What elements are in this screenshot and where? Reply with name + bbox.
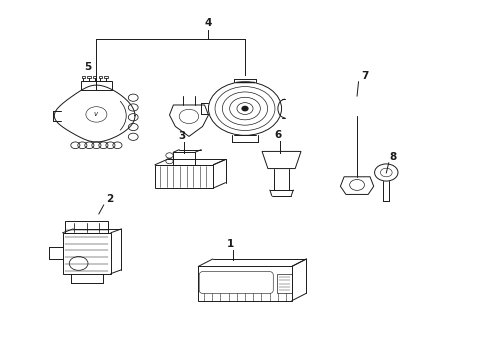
- Bar: [81, 81, 112, 90]
- Bar: [82, 76, 85, 78]
- Bar: [87, 76, 91, 78]
- Bar: [65, 221, 108, 233]
- Text: 3: 3: [178, 131, 185, 141]
- Text: v: v: [94, 111, 98, 117]
- Circle shape: [242, 107, 248, 111]
- Text: 4: 4: [205, 18, 212, 28]
- Bar: [173, 152, 195, 165]
- Text: 2: 2: [106, 194, 113, 204]
- Text: 6: 6: [274, 130, 281, 140]
- Bar: [93, 76, 97, 78]
- Text: 8: 8: [390, 153, 397, 162]
- Text: 7: 7: [361, 71, 368, 81]
- Text: 1: 1: [227, 239, 234, 249]
- Text: 5: 5: [84, 62, 92, 72]
- Bar: [98, 76, 102, 78]
- Bar: [104, 76, 108, 78]
- Bar: [277, 274, 292, 293]
